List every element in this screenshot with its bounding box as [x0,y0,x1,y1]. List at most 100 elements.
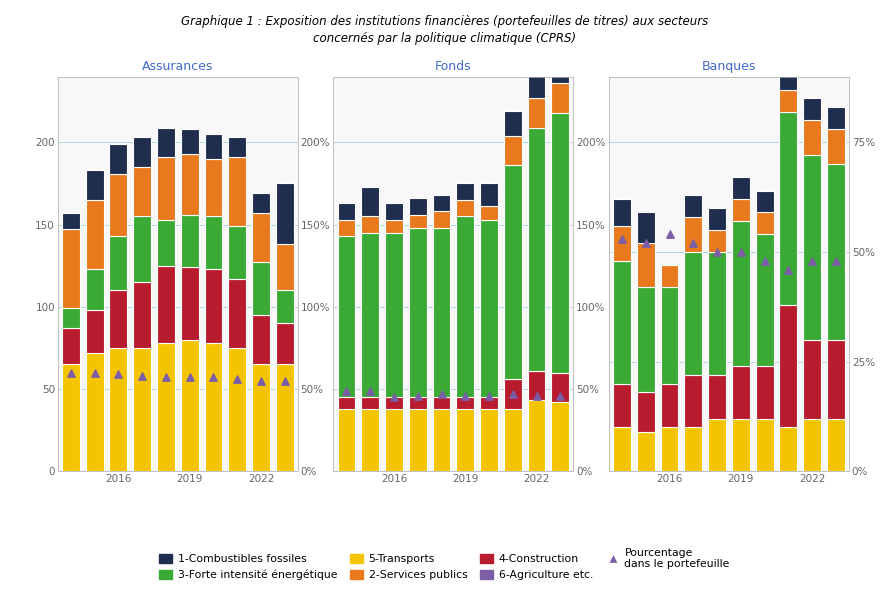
Bar [252,315,270,365]
Bar [661,287,678,383]
Bar [62,309,80,328]
Bar [528,98,546,128]
Bar [180,154,198,214]
Bar [528,371,546,401]
Point [733,247,748,257]
Bar [361,233,379,397]
Bar [551,112,569,372]
Bar [338,409,356,471]
Bar [732,366,749,419]
Bar [551,373,569,402]
Point [411,391,425,401]
Bar [504,135,522,166]
Bar [85,310,103,353]
Bar [109,290,127,348]
Bar [276,365,293,471]
Bar [228,137,246,157]
Bar [133,348,151,471]
Bar [637,392,654,432]
Bar [528,128,546,371]
Bar [109,348,127,471]
Point [686,239,701,248]
Title: Assurances: Assurances [142,59,213,72]
Bar [204,159,222,216]
Bar [276,183,293,244]
Bar [551,58,569,83]
Bar [385,203,403,220]
Bar [613,261,631,383]
Bar [109,144,127,174]
Bar [709,419,726,471]
Bar [133,216,151,282]
Bar [157,343,175,471]
Bar [661,428,678,471]
Point [757,256,772,266]
Bar [204,134,222,159]
Bar [709,375,726,419]
Bar [732,419,749,471]
Point [781,265,796,274]
Point [254,376,268,385]
Bar [361,187,379,216]
Bar [637,243,654,287]
Bar [409,397,427,409]
Bar [409,409,427,471]
Bar [157,266,175,343]
Bar [756,419,773,471]
Legend: 1-Combustibles fossiles, 3-Forte intensité énergétique, 5-Transports, 2-Services: 1-Combustibles fossiles, 3-Forte intensi… [156,544,733,584]
Point [363,386,377,395]
Bar [433,397,451,409]
Bar [385,409,403,471]
Point [87,368,101,377]
Bar [528,401,546,471]
Title: Fonds: Fonds [435,59,472,72]
Bar [780,428,797,471]
Bar [780,112,797,305]
Bar [685,195,702,217]
Bar [62,213,80,230]
Bar [732,177,749,199]
Bar [276,323,293,365]
Bar [480,397,498,409]
Bar [180,267,198,340]
Bar [109,236,127,290]
Text: Graphique 1 : Exposition des institutions financières (portefeuilles de titres) : Graphique 1 : Exposition des institution… [180,15,709,45]
Point [435,389,449,399]
Bar [133,137,151,167]
Point [506,389,520,399]
Bar [504,409,522,471]
Bar [661,383,678,428]
Bar [804,155,821,340]
Bar [433,228,451,397]
Bar [361,216,379,233]
Bar [85,353,103,471]
Bar [62,230,80,309]
Bar [780,90,797,112]
Bar [504,379,522,409]
Point [638,239,653,248]
Bar [204,343,222,471]
Bar [827,340,845,419]
Bar [804,419,821,471]
Bar [551,402,569,471]
Bar [85,200,103,269]
Bar [480,409,498,471]
Point [111,369,125,379]
Bar [409,214,427,228]
Point [277,376,292,385]
Bar [85,269,103,310]
Bar [252,365,270,471]
Bar [62,365,80,471]
Bar [685,217,702,252]
Bar [456,216,474,397]
Bar [685,428,702,471]
Bar [433,211,451,228]
Bar [252,262,270,315]
Point [206,373,220,382]
Bar [228,157,246,226]
Bar [62,328,80,365]
Bar [504,166,522,379]
Bar [661,265,678,287]
Bar [551,83,569,112]
Bar [827,419,845,471]
